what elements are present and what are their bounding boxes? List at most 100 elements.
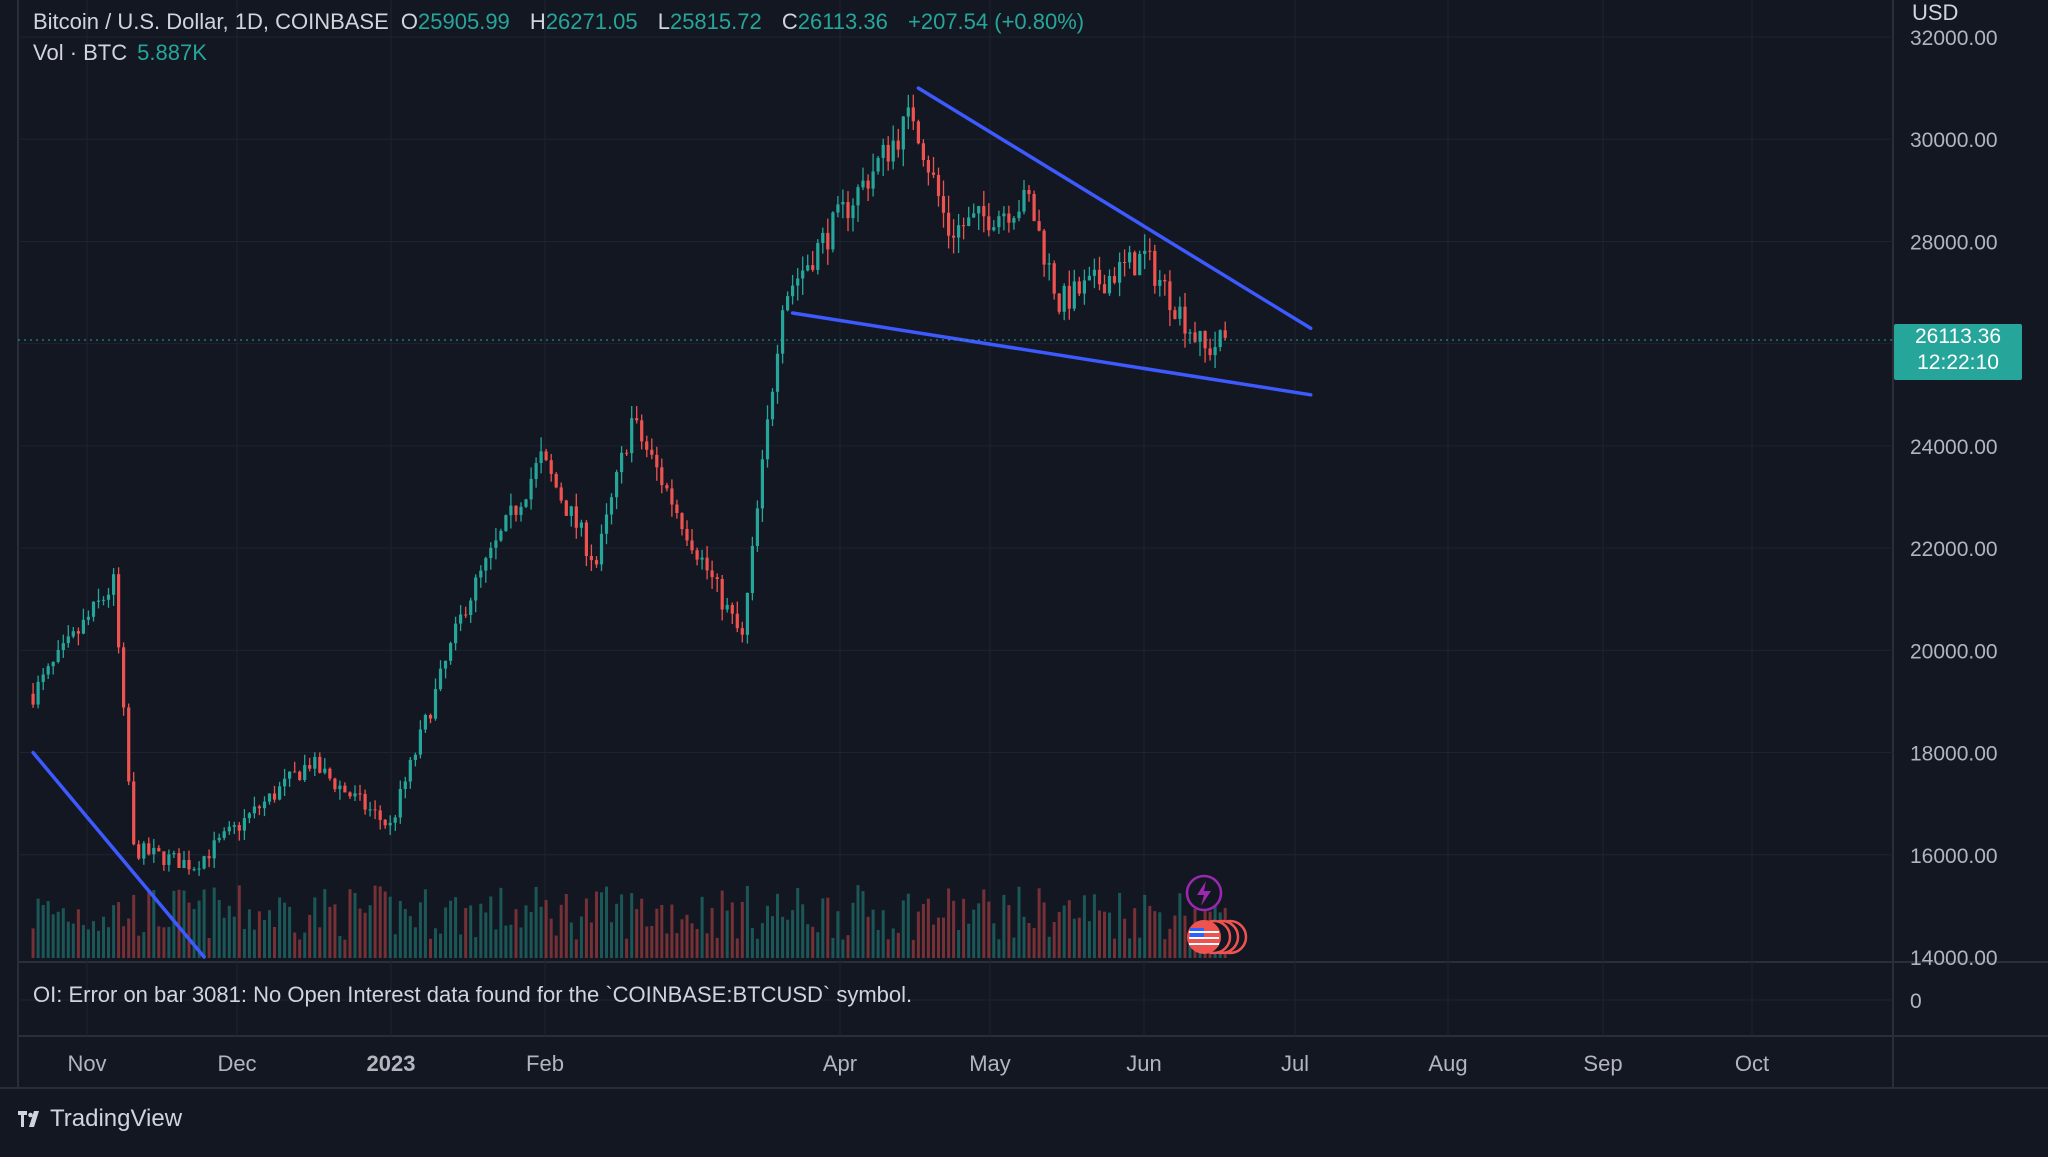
candle-body [755, 508, 759, 546]
candle-body [700, 557, 704, 560]
candle-body [328, 768, 332, 779]
time-tick-label[interactable]: Jun [1126, 1051, 1161, 1076]
volume-bar [383, 891, 387, 958]
symbol-title[interactable]: Bitcoin / U.S. Dollar, 1D, COINBASE [33, 9, 389, 34]
candle-body [791, 285, 795, 297]
volume-bar [81, 925, 85, 958]
candle-body [106, 594, 111, 600]
volume-bar [338, 935, 342, 958]
time-tick-label[interactable]: May [969, 1051, 1011, 1076]
volume-bar [1087, 921, 1091, 958]
price-tick-label[interactable]: 14000.00 [1910, 947, 1998, 970]
price-tick-label[interactable]: 22000.00 [1910, 538, 1998, 561]
time-tick-label[interactable]: Nov [67, 1051, 106, 1076]
price-tick-label[interactable]: 16000.00 [1910, 845, 1998, 868]
last-price-value: 26113.36 [1914, 325, 2002, 348]
price-tick-label[interactable]: 18000.00 [1910, 743, 1998, 766]
volume-legend[interactable]: Vol · BTC 5.887K [33, 40, 207, 66]
time-tick-label[interactable]: 2023 [367, 1051, 416, 1076]
candle-body [1047, 263, 1051, 265]
currency-label[interactable]: USD [1912, 0, 1959, 25]
price-tick-label[interactable]: 32000.00 [1910, 27, 1998, 50]
price-tick-label[interactable]: 24000.00 [1910, 436, 1998, 459]
trendline[interactable] [916, 86, 1313, 331]
time-tick-label[interactable]: Oct [1735, 1051, 1769, 1076]
candle-body [162, 851, 166, 865]
time-tick-label[interactable]: Dec [217, 1051, 256, 1076]
candle-body [1042, 230, 1046, 265]
change-value: +207.54 (+0.80%) [908, 9, 1085, 34]
volume-bar [509, 924, 513, 958]
volume-bar [760, 923, 764, 958]
volume-bar [242, 929, 246, 958]
time-tick-label[interactable]: Sep [1583, 1051, 1622, 1076]
price-tick-label[interactable]: 20000.00 [1910, 640, 1998, 663]
time-tick-label[interactable]: Jul [1281, 1051, 1309, 1076]
event-markers[interactable] [1185, 874, 1248, 955]
candle-body [821, 232, 825, 243]
candle-body [811, 265, 815, 270]
lightning-bolt-icon [1197, 881, 1211, 906]
tradingview-logo[interactable]: TradingView [18, 1105, 182, 1133]
candle-body [781, 310, 785, 354]
candle-body [1002, 213, 1006, 217]
volume-bar [1103, 911, 1106, 958]
candle-body [278, 786, 282, 800]
price-tick-label[interactable]: 30000.00 [1910, 129, 1998, 152]
volume-bar [1057, 911, 1061, 958]
volume-bar [972, 909, 976, 958]
volume-bar [595, 891, 598, 958]
time-tick-label[interactable]: Aug [1428, 1051, 1467, 1076]
time-tick-label[interactable]: Feb [526, 1051, 564, 1076]
volume-bar [680, 919, 684, 958]
volume-bar [796, 888, 800, 958]
candle-body [539, 451, 543, 463]
volume-bar [1052, 922, 1056, 958]
candle-body [1163, 280, 1167, 282]
volume-bar [997, 939, 1001, 958]
candle-body [856, 187, 860, 206]
price-axis[interactable]: 32000.0030000.0028000.0026000.0024000.00… [1910, 27, 1998, 1013]
trendline[interactable] [31, 750, 206, 959]
candle-body [423, 715, 427, 730]
candle-body [786, 296, 790, 311]
time-tick-label[interactable]: Apr [823, 1051, 857, 1076]
volume-bar [227, 905, 231, 958]
candle-body [333, 778, 337, 790]
volume-bar [1113, 938, 1116, 958]
oi-axis-tick-label[interactable]: 0 [1910, 990, 1922, 1013]
candle-body [207, 856, 211, 859]
candle-body [947, 212, 951, 236]
candle-body [438, 668, 443, 690]
candle-body [373, 809, 377, 811]
volume-bar [926, 898, 930, 958]
candle-body [96, 600, 101, 602]
volume-bar [1178, 893, 1182, 958]
volume-bar [343, 939, 347, 958]
volume-bar [1123, 918, 1127, 958]
volume-bar [1047, 936, 1051, 958]
price-tick-label[interactable]: 28000.00 [1910, 231, 1998, 254]
candle-body [1128, 252, 1132, 263]
trendlines[interactable] [31, 86, 1313, 959]
close-label: C [781, 9, 798, 34]
volume-bar [449, 900, 453, 958]
candle-body [906, 107, 910, 117]
volume-bar [937, 917, 940, 958]
candle-body [831, 212, 835, 250]
time-axis[interactable]: Nov Dec 2023 Feb Apr May Jun Jul Aug Sep Oct [67, 1051, 1769, 1076]
close-value: 26113.36 [797, 9, 888, 34]
candle-body [177, 853, 181, 868]
candle-body [1077, 281, 1081, 294]
volume-bar [876, 929, 880, 958]
volume-bar [408, 916, 412, 958]
candle-body [957, 225, 961, 238]
volume-bar [766, 905, 769, 958]
tradingview-logo-icon [18, 1111, 39, 1127]
candle-body [187, 860, 191, 870]
volume-bar [137, 935, 141, 958]
symbol-legend[interactable]: Bitcoin / U.S. Dollar, 1D, COINBASE O259… [33, 9, 1098, 35]
trendline[interactable] [790, 311, 1313, 397]
